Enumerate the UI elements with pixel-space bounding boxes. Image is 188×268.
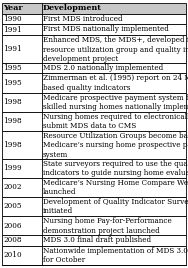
Bar: [2, 24, 186, 35]
Text: Year: Year: [4, 4, 23, 12]
Bar: [2, 235, 186, 246]
Text: 2010: 2010: [4, 251, 22, 259]
Bar: [2, 35, 186, 63]
Text: 2006: 2006: [4, 222, 22, 230]
Bar: [2, 63, 186, 73]
Text: MDS 2.0 nationally implemented: MDS 2.0 nationally implemented: [43, 64, 163, 72]
Text: Nursing home Pay-for-Performance
demonstration project launched: Nursing home Pay-for-Performance demonst…: [43, 217, 171, 234]
Text: 1995: 1995: [4, 79, 22, 87]
Text: State surveyors required to use the quality
indicators to guide nursing home eva: State surveyors required to use the qual…: [43, 160, 188, 177]
Text: 2005: 2005: [4, 202, 22, 210]
Text: Enhanced MDS, the MDS+, developed for
resource utilization group and quality ind: Enhanced MDS, the MDS+, developed for re…: [43, 36, 188, 63]
Text: 1995: 1995: [4, 64, 22, 72]
Bar: [2, 92, 186, 112]
Text: Zimmerman et al. (1995) report on 24 MDS-
based quality indicators: Zimmerman et al. (1995) report on 24 MDS…: [43, 75, 188, 92]
Text: 1990: 1990: [4, 15, 22, 23]
Bar: [2, 131, 186, 158]
Bar: [2, 112, 186, 131]
Text: 1998: 1998: [4, 98, 22, 106]
Bar: [2, 216, 186, 235]
Bar: [2, 14, 186, 24]
Text: 1999: 1999: [4, 164, 22, 172]
Text: Resource Utilization Groups become basis for
Medicare’s nursing home prospective: Resource Utilization Groups become basis…: [43, 132, 188, 159]
Text: Development: Development: [43, 4, 102, 12]
Text: First MDS introduced: First MDS introduced: [43, 15, 122, 23]
Bar: [2, 178, 186, 197]
Text: Development of Quality Indicator Survey
initiated: Development of Quality Indicator Survey …: [43, 198, 188, 215]
Bar: [2, 158, 186, 178]
Text: Nursing homes required to electronically
submit MDS data to CMS: Nursing homes required to electronically…: [43, 113, 188, 130]
Text: Medicare’s Nursing Home Compare Web site
launched: Medicare’s Nursing Home Compare Web site…: [43, 179, 188, 196]
Text: Medicare prospective payment system for
skilled nursing homes nationally impleme: Medicare prospective payment system for …: [43, 94, 188, 111]
Text: 2008: 2008: [4, 236, 22, 244]
Text: 2002: 2002: [4, 183, 22, 191]
Text: 1998: 1998: [4, 141, 22, 149]
Bar: [2, 3, 186, 14]
Bar: [2, 197, 186, 216]
Bar: [2, 73, 186, 92]
Text: 1991: 1991: [4, 26, 22, 34]
Text: Nationwide implementation of MDS 3.0 slated
for October: Nationwide implementation of MDS 3.0 sla…: [43, 247, 188, 265]
Text: 1998: 1998: [4, 117, 22, 125]
Bar: [2, 246, 186, 265]
Text: MDS 3.0 final draft published: MDS 3.0 final draft published: [43, 236, 151, 244]
Text: First MDS nationally implemented: First MDS nationally implemented: [43, 25, 169, 34]
Text: 1991: 1991: [4, 45, 22, 53]
